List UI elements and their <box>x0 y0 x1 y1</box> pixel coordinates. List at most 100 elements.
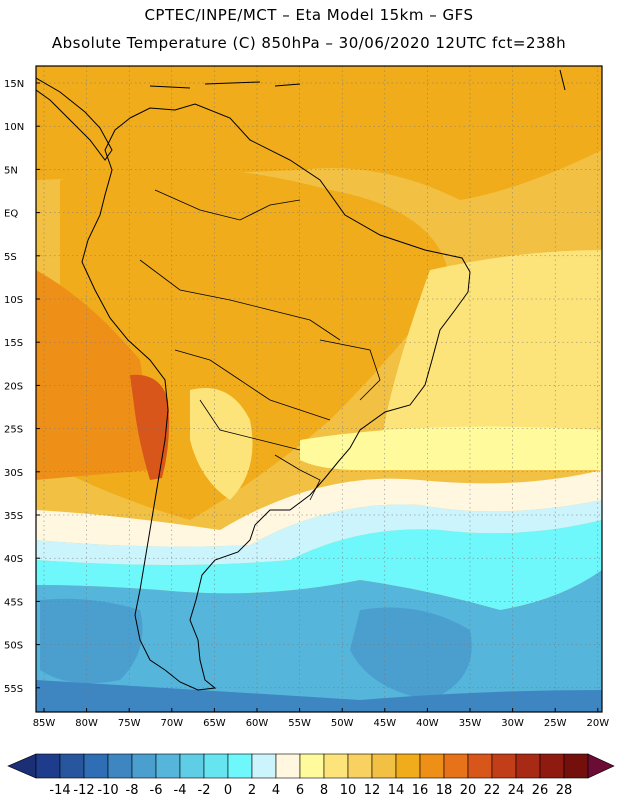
colorbar-tick-label: -2 <box>198 783 211 798</box>
colorbar-swatch <box>107 753 133 779</box>
colorbar-swatch <box>371 753 397 779</box>
colorbar-swatch <box>467 753 493 779</box>
lon-label: 80W <box>75 718 98 729</box>
border-bolivia <box>174 349 331 421</box>
lat-label: 50S <box>4 641 23 652</box>
longitude-labels: 85W 80W 75W 70W 65W 60W 55W 50W 45W 40W 35W 30W 25W 2… <box>33 718 610 729</box>
colorbar-tick-label: -4 <box>174 783 187 798</box>
colorbar-over-arrow <box>587 753 615 779</box>
map-title-line-2: Absolute Temperature (C) 850hPa – 30/06/… <box>51 34 567 52</box>
colorbar-tick-label: 6 <box>296 783 304 798</box>
colorbar-tick-label: 14 <box>388 783 405 798</box>
colorbar-swatch <box>539 753 565 779</box>
colorbar-tick-label: 20 <box>460 783 477 798</box>
colorbar-swatch <box>275 753 301 779</box>
lat-label: 30S <box>4 468 23 479</box>
lat-label: 15S <box>4 338 23 349</box>
lon-label: 40W <box>416 718 439 729</box>
lon-label: 70W <box>160 718 183 729</box>
lat-label: 5N <box>4 165 18 176</box>
colorbar-tick-label: 8 <box>320 783 328 798</box>
lat-label: 45S <box>4 597 23 608</box>
latitude-labels: 15N 10N 5N EQ 5S 10S 15S 20S 25S 30S 35S 40S 45S 50S 5… <box>4 79 24 695</box>
grid-lines <box>36 66 602 712</box>
border-brazil-west <box>139 259 341 341</box>
colorbar-tick-label: -8 <box>126 783 139 798</box>
lon-label: 75W <box>118 718 141 729</box>
colorbar-swatch <box>59 753 85 779</box>
lat-label: 10N <box>4 122 24 133</box>
field-mid-blue-west <box>40 598 143 684</box>
colorbar-swatch <box>155 753 181 779</box>
colorbar-tick-label: 26 <box>532 783 549 798</box>
colorbar-under-arrow <box>7 753 37 779</box>
colorbar-tick-label: 18 <box>436 783 453 798</box>
field-east-yellow <box>380 250 602 450</box>
colorbar-swatch <box>203 753 229 779</box>
field-north-warm <box>36 66 602 200</box>
lat-label: 20S <box>4 381 23 392</box>
colorbar-swatch <box>443 753 469 779</box>
map-title-line-1: CPTEC/INPE/MCT – Eta Model 15km – GFS <box>144 6 474 24</box>
colorbar-swatch <box>83 753 109 779</box>
field-deep-blue-south <box>36 680 602 712</box>
colorbar-swatch <box>563 753 589 779</box>
lat-label: 40S <box>4 554 23 565</box>
lon-label: 20W <box>586 718 609 729</box>
colorbar: -14 -12 -10 -8 -6 -4 -2 0 2 4 6 8 10 12 14 16 18 20 22 24 26… <box>7 753 615 798</box>
lon-label: 25W <box>544 718 567 729</box>
colorbar-swatch <box>323 753 349 779</box>
field-andes-hot <box>130 374 170 480</box>
colorbar-tick-label: -12 <box>73 783 94 798</box>
colorbar-swatch <box>347 753 373 779</box>
colorbar-tick-label: 10 <box>340 783 357 798</box>
lon-label: 55W <box>288 718 311 729</box>
border-brazil-states <box>319 339 381 401</box>
colorbar-swatch <box>419 753 445 779</box>
lon-label: 60W <box>246 718 269 729</box>
lon-label: 45W <box>373 718 396 729</box>
map-frame <box>35 65 603 713</box>
colorbar-swatch <box>251 753 277 779</box>
field-cyan-band <box>36 520 602 610</box>
colorbar-tick-label: -10 <box>97 783 118 798</box>
colorbar-tick-label: 0 <box>224 783 232 798</box>
central-america-outline <box>36 77 113 161</box>
caribbean-islands <box>149 69 566 91</box>
field-cream-band <box>36 470 602 547</box>
lat-label: 15N <box>4 79 24 90</box>
south-america-outline <box>81 103 471 691</box>
lon-label: 85W <box>33 718 56 729</box>
field-east-pale-yellow <box>300 426 602 470</box>
lon-label: 35W <box>459 718 482 729</box>
lat-label: 25S <box>4 425 23 436</box>
colorbar-swatch <box>395 753 421 779</box>
colorbar-tick-label: 22 <box>484 783 501 798</box>
lat-label: 10S <box>4 295 23 306</box>
lon-label: 50W <box>331 718 354 729</box>
colorbar-tick-label: 12 <box>364 783 381 798</box>
field-pale-cyan-band <box>36 500 602 565</box>
lat-label: 35S <box>4 511 23 522</box>
lat-label: 5S <box>4 252 17 263</box>
colorbar-swatch <box>179 753 205 779</box>
temperature-field <box>36 66 602 712</box>
colorbar-swatch <box>131 753 157 779</box>
colorbar-tick-label: 28 <box>556 783 573 798</box>
colorbar-tick-label: 24 <box>508 783 525 798</box>
lon-label: 30W <box>501 718 524 729</box>
colorbar-tick-label: -6 <box>150 783 163 798</box>
country-borders <box>139 189 381 501</box>
colorbar-swatch <box>35 753 61 779</box>
lat-label: 55S <box>4 684 23 695</box>
colorbar-swatch <box>227 753 253 779</box>
field-mid-blue-central <box>350 607 472 700</box>
colorbar-swatch <box>515 753 541 779</box>
lat-label: EQ <box>4 209 18 220</box>
colorbar-tick-label: 4 <box>272 783 280 798</box>
colorbar-tick-label: 2 <box>248 783 256 798</box>
field-pacific-warm <box>36 270 150 480</box>
border-paraguay <box>199 399 301 451</box>
colorbar-tick-label: -14 <box>49 783 70 798</box>
